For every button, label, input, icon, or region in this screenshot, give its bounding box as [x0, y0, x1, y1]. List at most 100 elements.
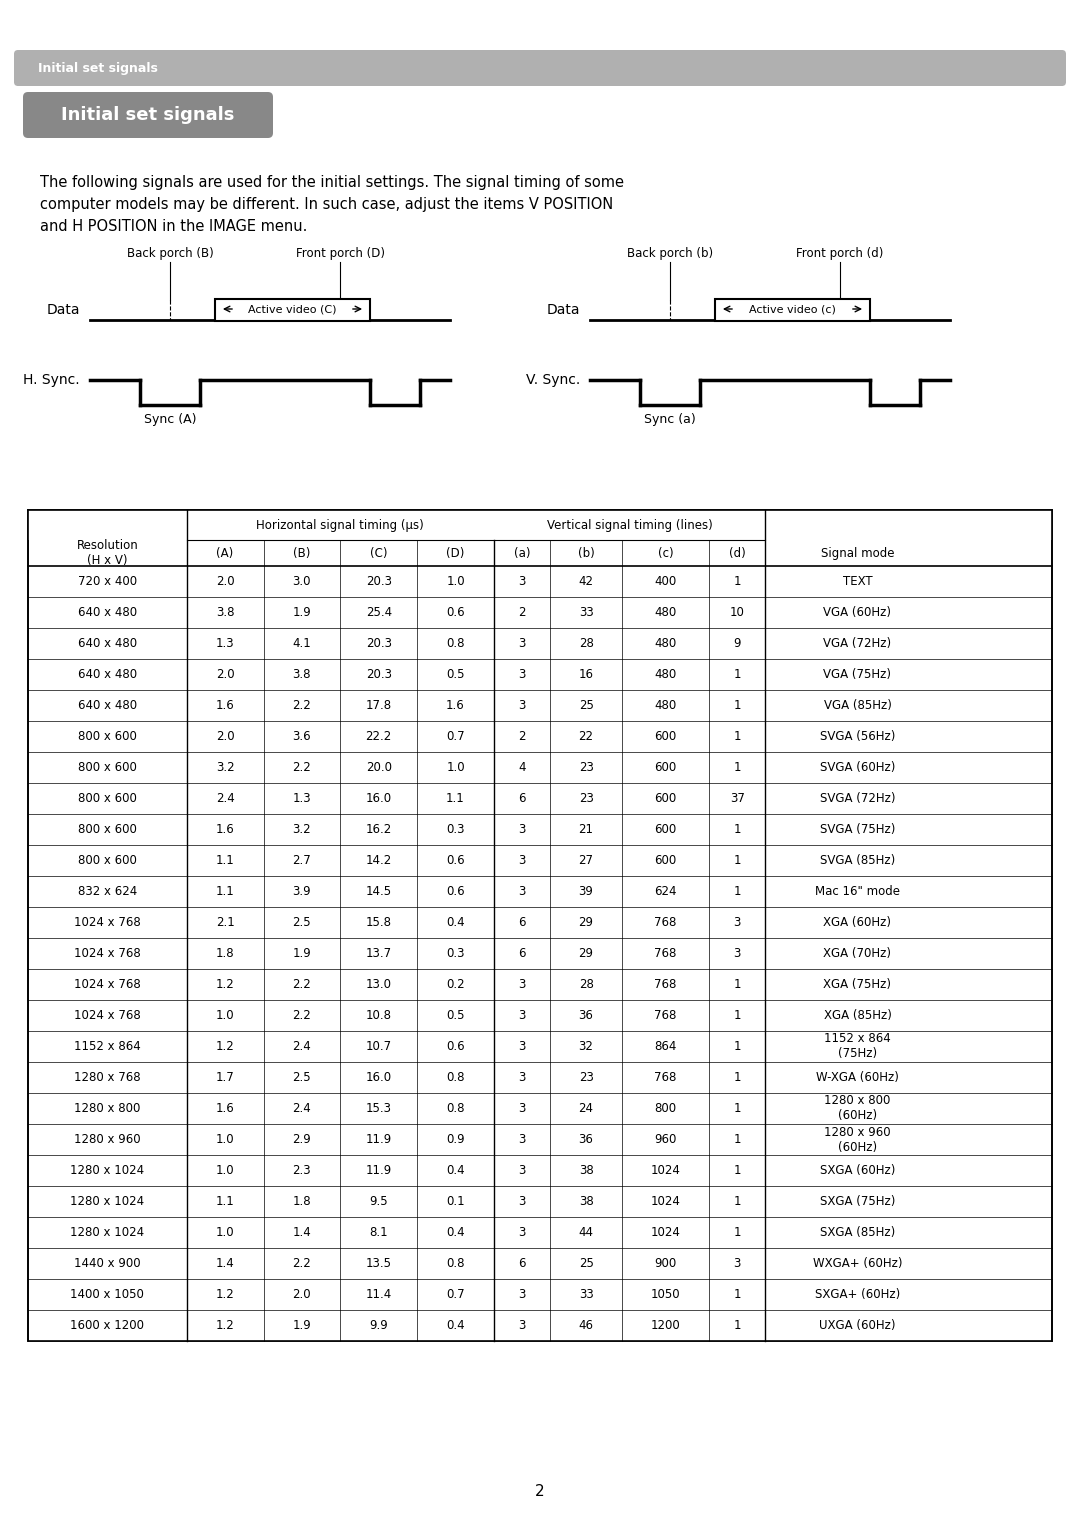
Text: 800 x 600: 800 x 600	[78, 823, 137, 836]
Text: 900: 900	[654, 1256, 676, 1270]
Text: 800 x 600: 800 x 600	[78, 853, 137, 867]
Text: W-XGA (60Hz): W-XGA (60Hz)	[816, 1071, 899, 1085]
Text: 400: 400	[654, 574, 676, 588]
Text: Initial set signals: Initial set signals	[62, 106, 234, 124]
Text: 44: 44	[579, 1226, 594, 1239]
Text: 29: 29	[579, 947, 594, 961]
Text: XGA (75Hz): XGA (75Hz)	[823, 977, 891, 991]
Text: 2: 2	[518, 731, 526, 743]
Text: SXGA (75Hz): SXGA (75Hz)	[820, 1195, 895, 1209]
Text: 1.0: 1.0	[216, 1010, 234, 1022]
Text: Horizontal signal timing (μs): Horizontal signal timing (μs)	[256, 518, 424, 532]
Text: 1: 1	[733, 1040, 741, 1052]
Text: SXGA (85Hz): SXGA (85Hz)	[820, 1226, 895, 1239]
Text: WXGA+ (60Hz): WXGA+ (60Hz)	[812, 1256, 902, 1270]
Text: 624: 624	[654, 885, 677, 898]
Text: 1.6: 1.6	[216, 699, 234, 712]
Text: 640 x 480: 640 x 480	[78, 699, 137, 712]
Text: 640 x 480: 640 x 480	[78, 668, 137, 682]
Text: 25.4: 25.4	[366, 607, 392, 619]
Text: 21: 21	[579, 823, 594, 836]
Text: 1280 x 1024: 1280 x 1024	[70, 1195, 145, 1209]
Text: VGA (72Hz): VGA (72Hz)	[823, 637, 891, 650]
Text: 1024: 1024	[650, 1164, 680, 1177]
Text: 33: 33	[579, 1288, 593, 1301]
Text: 1280 x 1024: 1280 x 1024	[70, 1164, 145, 1177]
Text: (C): (C)	[370, 547, 388, 559]
Text: 11.9: 11.9	[366, 1134, 392, 1146]
Text: 0.6: 0.6	[446, 1040, 464, 1052]
Text: 33: 33	[579, 607, 593, 619]
Text: 2.2: 2.2	[293, 977, 311, 991]
Text: 46: 46	[579, 1319, 594, 1331]
Text: 37: 37	[730, 792, 744, 804]
Text: 3.9: 3.9	[293, 885, 311, 898]
Text: 3: 3	[733, 916, 741, 928]
Text: 8.1: 8.1	[369, 1226, 388, 1239]
Text: 38: 38	[579, 1164, 593, 1177]
Text: SVGA (75Hz): SVGA (75Hz)	[820, 823, 895, 836]
Text: 1024: 1024	[650, 1195, 680, 1209]
Text: 23: 23	[579, 1071, 594, 1085]
Bar	[215, 299, 370, 322]
Text: 768: 768	[654, 1071, 677, 1085]
Text: 6: 6	[518, 947, 526, 961]
Text: 32: 32	[579, 1040, 594, 1052]
Text: 1: 1	[733, 853, 741, 867]
Text: 0.2: 0.2	[446, 977, 464, 991]
Text: 2.0: 2.0	[216, 574, 234, 588]
Text: 1.2: 1.2	[216, 1288, 234, 1301]
Text: 1: 1	[733, 668, 741, 682]
Text: (d): (d)	[729, 547, 745, 559]
Text: 1.1: 1.1	[446, 792, 464, 804]
Text: (c): (c)	[658, 547, 673, 559]
Text: 0.1: 0.1	[446, 1195, 464, 1209]
Text: 1.6: 1.6	[216, 1102, 234, 1115]
Text: 1024 x 768: 1024 x 768	[75, 977, 140, 991]
Text: 2.4: 2.4	[293, 1102, 311, 1115]
Text: 1.1: 1.1	[216, 853, 234, 867]
Text: Data: Data	[546, 303, 580, 317]
Text: 480: 480	[654, 668, 676, 682]
Text: 1.1: 1.1	[216, 885, 234, 898]
Text: 4.1: 4.1	[293, 637, 311, 650]
Text: Signal mode: Signal mode	[821, 547, 894, 559]
Text: 1: 1	[733, 574, 741, 588]
Text: 0.9: 0.9	[446, 1134, 464, 1146]
Text: Sync (a): Sync (a)	[644, 414, 696, 426]
Text: 1: 1	[733, 699, 741, 712]
Text: 1024 x 768: 1024 x 768	[75, 916, 140, 928]
Text: 1050: 1050	[650, 1288, 680, 1301]
Text: 3: 3	[733, 1256, 741, 1270]
Text: 768: 768	[654, 947, 677, 961]
Text: 600: 600	[654, 731, 676, 743]
Text: 0.7: 0.7	[446, 731, 464, 743]
Text: Front porch (D): Front porch (D)	[296, 247, 384, 260]
Text: 1: 1	[733, 1288, 741, 1301]
Text: 0.5: 0.5	[446, 1010, 464, 1022]
Text: 9.5: 9.5	[369, 1195, 388, 1209]
Text: Mac 16" mode: Mac 16" mode	[815, 885, 900, 898]
Text: 11.4: 11.4	[366, 1288, 392, 1301]
Text: 480: 480	[654, 637, 676, 650]
Text: 768: 768	[654, 977, 677, 991]
Text: 600: 600	[654, 823, 676, 836]
Text: 3.8: 3.8	[293, 668, 311, 682]
Text: 3: 3	[518, 1319, 526, 1331]
Text: 15.3: 15.3	[366, 1102, 392, 1115]
Text: 1024 x 768: 1024 x 768	[75, 1010, 140, 1022]
Text: 1.0: 1.0	[216, 1226, 234, 1239]
Text: Back porch (B): Back porch (B)	[126, 247, 214, 260]
Text: 1.9: 1.9	[293, 1319, 311, 1331]
Text: 2.2: 2.2	[293, 761, 311, 774]
Text: 3: 3	[518, 823, 526, 836]
Text: 20.3: 20.3	[366, 574, 392, 588]
Text: 1024 x 768: 1024 x 768	[75, 947, 140, 961]
Text: 0.4: 0.4	[446, 916, 464, 928]
Text: 1.9: 1.9	[293, 947, 311, 961]
Text: 23: 23	[579, 761, 594, 774]
Text: 0.6: 0.6	[446, 885, 464, 898]
Text: 3: 3	[518, 668, 526, 682]
Text: 0.7: 0.7	[446, 1288, 464, 1301]
Bar	[28, 510, 1052, 1340]
